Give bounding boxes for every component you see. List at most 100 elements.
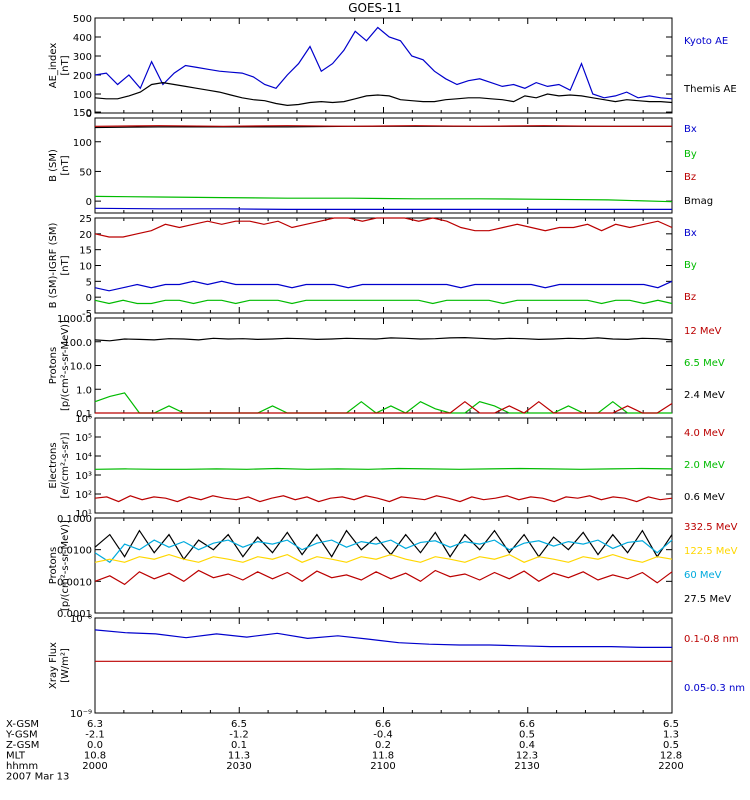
footer-value: 2030	[226, 761, 251, 772]
series-line-2-0-mev	[94, 467, 673, 470]
y-tick-label: 25	[79, 214, 92, 225]
y-tick-label: 10⁴	[75, 452, 92, 463]
legend-entry: Bz	[684, 292, 696, 303]
footer-value: 6.6	[375, 719, 391, 730]
panel-frame	[94, 317, 673, 414]
series-line-0-05-0-3-nm	[94, 629, 672, 649]
series-line-bx	[94, 280, 673, 292]
y-axis-label: Protons	[48, 547, 59, 584]
series-line-122-5-mev	[94, 553, 673, 563]
footer-value: 12.8	[660, 751, 682, 762]
series-line-4-0-mev	[94, 495, 673, 503]
y-tick-label: 0.0100	[57, 546, 92, 557]
y-tick-label: 10.0	[70, 362, 92, 373]
panel-ae: 500 400 300 200 100 0 AE_index [nT] Kyoto AE Them…	[48, 14, 737, 120]
panel-frame	[94, 617, 673, 714]
footer-value: 2200	[658, 761, 683, 772]
legend-entry: By	[684, 149, 697, 160]
legend-entry: Themis AE	[683, 84, 737, 95]
y-tick-label: 50	[79, 167, 92, 178]
y-axis-label: [W/m²]	[60, 648, 71, 683]
y-tick-label: 400	[73, 33, 92, 44]
y-axis-label: Protons	[48, 347, 59, 384]
series-line-kyoto-ae	[94, 26, 673, 100]
legend-entry: Bmag	[684, 196, 713, 207]
y-tick-label: 500	[73, 14, 92, 25]
panel-db: 25 20 15 10 5 0 -5 B (SM)-IGRF (SM) [nT] Bx By Bz	[48, 214, 697, 320]
legend-entry: 6.5 MeV	[684, 358, 725, 369]
y-axis-label: [nT]	[60, 155, 71, 175]
y-tick-label: 300	[73, 52, 92, 63]
y-axis-label: [nT]	[60, 255, 71, 275]
legend-entry: 60 MeV	[684, 570, 722, 581]
panel-frame	[94, 517, 673, 614]
y-axis-label: B (SM)-IGRF (SM)	[48, 223, 59, 309]
y-tick-label: 100.0	[63, 338, 92, 349]
footer-value: 11.8	[372, 751, 394, 762]
series-line-332-5-mev	[94, 569, 673, 586]
y-axis-label: [p/(cm²-s-sr-MeV)]	[60, 520, 71, 611]
panel-frame	[94, 217, 673, 314]
legend-entry: 122.5 MeV	[684, 546, 738, 557]
series-line-2-4-mev	[94, 336, 673, 342]
panel-xray: 10⁻⁸ 10⁻⁹ Xray Flux [W/m²] 0.1-0.8 nm 0.05-0.…	[48, 614, 745, 720]
footer-date: 2007 Mar 13	[6, 772, 69, 783]
series-line-bz	[94, 125, 672, 127]
footer-table: X-GSM 6.3 6.5 6.6 6.6 6.5 Y-GSM -2.1 -1.2 -0.4 0.5…	[5, 719, 684, 783]
y-axis-label: [e/(cm²-s-sr)]	[60, 432, 71, 498]
footer-value: 0.2	[375, 740, 391, 751]
footer-row-label: Z-GSM	[6, 740, 39, 751]
legend-entry: 0.6 MeV	[684, 492, 725, 503]
series-line-by	[94, 195, 673, 203]
y-tick-label: 10⁻⁸	[70, 614, 92, 625]
panel-frame	[94, 417, 673, 514]
legend-entry: 12 MeV	[684, 326, 722, 337]
y-tick-label: 100	[73, 138, 92, 149]
legend-entry: Bx	[684, 124, 697, 135]
legend-entry: 0.05-0.3 nm	[684, 683, 745, 694]
y-tick-label: 10⁶	[75, 414, 92, 425]
chart-title: GOES-11	[348, 1, 402, 15]
y-tick-label: 10	[79, 262, 92, 273]
footer-value: 2130	[514, 761, 539, 772]
y-tick-label: 0.1000	[57, 514, 92, 525]
legend-entry: By	[684, 260, 697, 271]
legend-entry: 27.5 MeV	[684, 594, 731, 605]
legend-entry: Kyoto AE	[684, 36, 728, 47]
footer-value: 6.6	[519, 719, 535, 730]
y-tick-label: 0	[86, 293, 92, 304]
y-tick-label: 5	[86, 277, 92, 288]
footer-value: 6.5	[231, 719, 247, 730]
footer-value: 12.3	[516, 751, 538, 762]
legend-entry: 2.0 MeV	[684, 460, 725, 471]
series-line-themis-ae	[94, 81, 673, 107]
y-axis-label: [nT]	[60, 55, 71, 75]
footer-value: 0.5	[519, 730, 535, 741]
footer-value: -1.2	[229, 730, 249, 741]
y-tick-label: 0.0001	[57, 609, 92, 620]
footer-value: 10.8	[84, 751, 106, 762]
footer-row-label: X-GSM	[6, 719, 39, 730]
legend-entry: 0.1-0.8 nm	[684, 634, 739, 645]
y-tick-label: 1.0	[76, 385, 92, 396]
y-axis-label: [p/(cm²-s-sr-MeV)]	[60, 320, 71, 411]
y-tick-label: 0	[86, 109, 92, 120]
series-line-27-5-mev	[94, 529, 673, 561]
y-tick-label: 0.0010	[57, 577, 92, 588]
y-tick-label: 15	[79, 246, 92, 257]
footer-value: 2000	[82, 761, 107, 772]
series-line-6-5-mev	[94, 392, 672, 414]
panel-electrons: 10⁶ 10⁵ 10⁴ 10³ 10² 10¹ Electrons [e/(cm²-s-sr)…	[48, 414, 725, 520]
footer-value: 0.1	[231, 740, 247, 751]
series-line-bx	[94, 207, 672, 210]
panel-b: 150 100 50 0 B (SM) [nT] Bx By Bz Bmag	[48, 108, 713, 214]
series-line-bz	[94, 217, 673, 238]
footer-value: 11.3	[228, 751, 250, 762]
y-tick-label: 0	[86, 197, 92, 208]
y-tick-label: 150	[73, 108, 92, 119]
footer-value: 2100	[370, 761, 395, 772]
y-tick-label: 10⁵	[75, 433, 92, 444]
footer-row-label: Y-GSM	[5, 730, 38, 741]
legend-entry: Bx	[684, 228, 697, 239]
